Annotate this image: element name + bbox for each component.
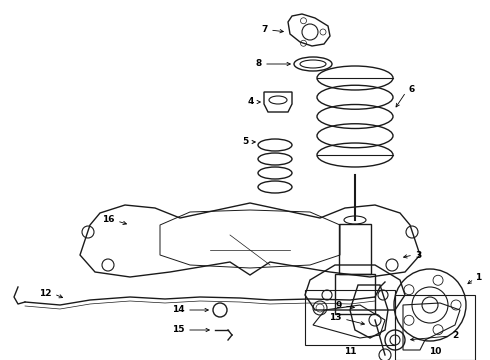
Text: 6: 6	[408, 85, 414, 94]
Text: 13: 13	[329, 314, 342, 323]
Text: 7: 7	[262, 26, 268, 35]
Text: 16: 16	[102, 216, 115, 225]
Bar	[305, 290, 395, 345]
Text: 14: 14	[172, 306, 185, 315]
Text: 15: 15	[172, 325, 185, 334]
Text: 5: 5	[242, 138, 248, 147]
Text: 10: 10	[429, 347, 441, 356]
Bar	[339, 224, 371, 274]
Bar	[395, 295, 475, 360]
Bar	[335, 274, 375, 314]
Text: 4: 4	[247, 98, 254, 107]
Text: 11: 11	[344, 347, 356, 356]
Text: 9: 9	[336, 301, 342, 310]
Text: 1: 1	[475, 274, 481, 283]
Text: 3: 3	[415, 251, 421, 260]
Text: 2: 2	[452, 330, 458, 339]
Text: 8: 8	[256, 59, 262, 68]
Text: 12: 12	[40, 288, 52, 297]
